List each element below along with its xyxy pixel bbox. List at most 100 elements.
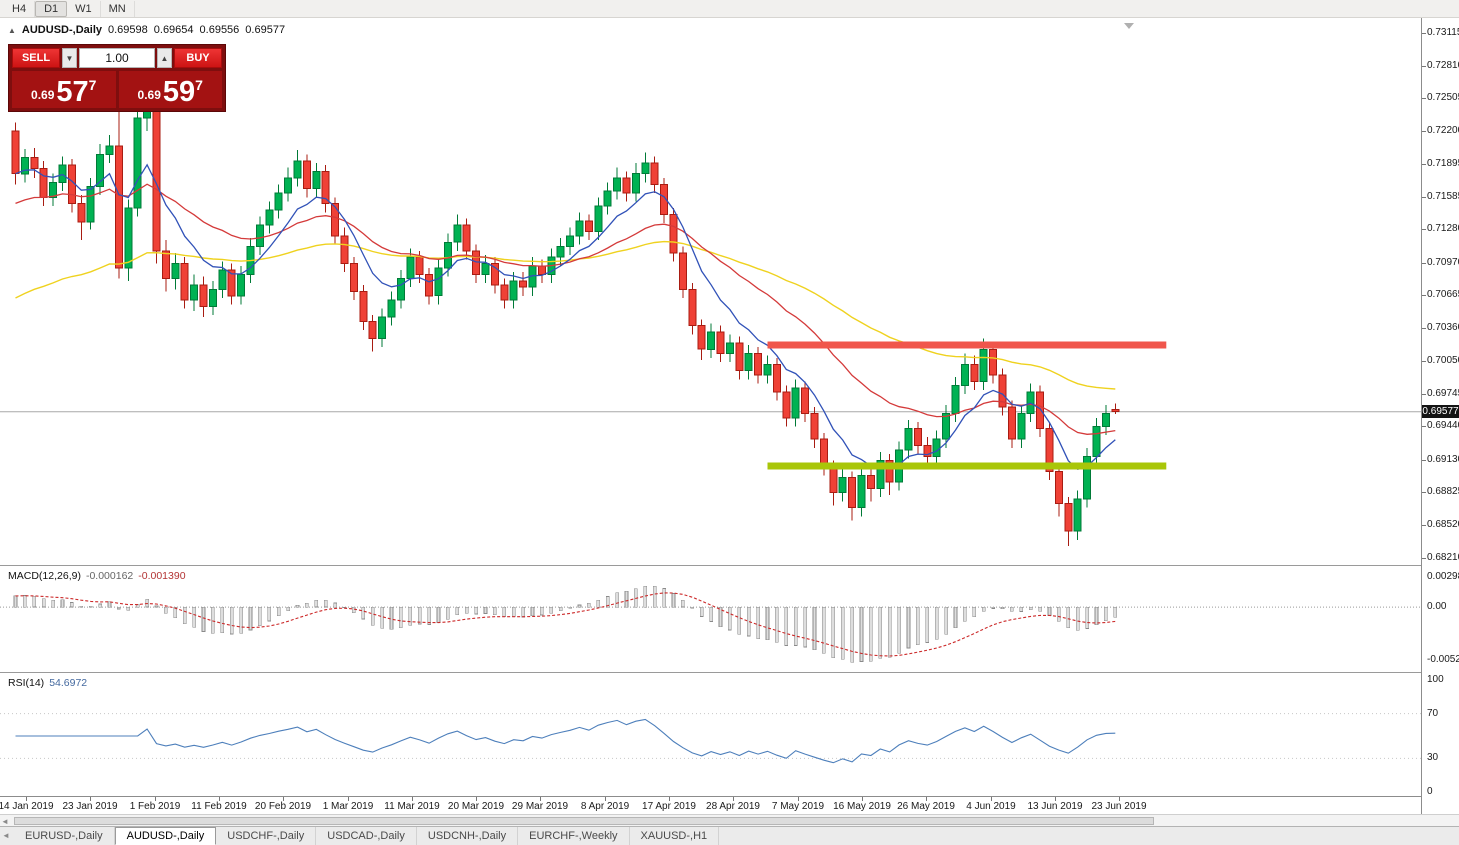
sell-price-big: 57: [56, 76, 89, 108]
tab-xauusd-h1[interactable]: XAUUSD-,H1: [630, 827, 720, 845]
price-scale-tick: [1422, 328, 1426, 329]
price-chart-canvas[interactable]: [0, 18, 1421, 565]
date-axis-label: 1 Mar 2019: [322, 801, 374, 812]
pane-separator[interactable]: [0, 672, 1421, 674]
date-axis-tick: [283, 797, 284, 801]
sell-price-display[interactable]: 0.69 57 7: [12, 71, 116, 108]
price-scale-tick: [1422, 426, 1426, 427]
horizontal-scrollbar[interactable]: ◄: [0, 814, 1459, 826]
candles: [11, 98, 1120, 547]
ma-slow-line: [15, 240, 1116, 390]
tab-eurchf-weekly[interactable]: EURCHF-,Weekly: [518, 827, 630, 845]
date-axis-tick: [1055, 797, 1056, 801]
date-axis-tick: [1119, 797, 1120, 801]
volume-up-button[interactable]: ▲: [157, 48, 172, 68]
price-scale-label: 0.70665: [1427, 289, 1459, 300]
chart-tabs-bar: EURUSD-,Daily AUDUSD-,Daily USDCHF-,Daily U…: [0, 826, 1459, 845]
macd-histogram: [13, 585, 1118, 663]
date-axis-tick: [26, 797, 27, 801]
price-scale-label: 0.73115: [1427, 27, 1459, 38]
macd-signal-value: -0.001390: [138, 570, 186, 582]
collapse-trade-panel-icon[interactable]: ▲: [8, 25, 16, 35]
date-axis[interactable]: 14 Jan 2019 23 Jan 2019 1 Feb 2019 11 Feb 2…: [0, 796, 1421, 814]
date-axis-label: 20 Mar 2019: [447, 801, 505, 812]
date-axis-label: 1 Feb 2019: [129, 801, 181, 812]
date-axis-label: 17 Apr 2019: [642, 801, 696, 812]
volume-down-button[interactable]: ▼: [62, 48, 77, 68]
macd-name: MACD(12,26,9): [8, 570, 81, 582]
pane-separator[interactable]: [0, 565, 1421, 567]
date-axis-tick: [798, 797, 799, 801]
date-axis-tick: [90, 797, 91, 801]
sell-price-pipette: 7: [88, 77, 97, 93]
tab-usdchf-daily[interactable]: USDCHF-,Daily: [216, 827, 317, 845]
volume-input[interactable]: [80, 49, 154, 67]
date-axis-tick: [412, 797, 413, 801]
date-axis-label: 7 May 2019: [771, 801, 825, 812]
price-scale-tick: [1422, 394, 1426, 395]
price-scale-label: 0.71895: [1427, 158, 1459, 169]
rsi-scale-0: 0: [1427, 786, 1433, 797]
date-axis-label: 11 Mar 2019: [384, 801, 440, 812]
date-axis-label: 23 Jan 2019: [62, 801, 118, 812]
chart-symbol-period: AUDUSD-,Daily: [21, 24, 102, 36]
timeframe-button-h4[interactable]: H4: [4, 0, 36, 17]
price-scale-tick: [1422, 164, 1426, 165]
price-scale-label: 0.72505: [1427, 92, 1459, 103]
rsi-name: RSI(14): [8, 677, 45, 689]
buy-price-prefix: 0.69: [137, 88, 161, 102]
date-axis-tick: [991, 797, 992, 801]
ma-fast-line: [15, 163, 1116, 471]
price-scale-tick: [1422, 229, 1426, 230]
macd-scale-top: 0.002984: [1427, 571, 1459, 582]
rsi-value: 54.6972: [49, 677, 88, 689]
date-axis-label: 13 Jun 2019: [1027, 801, 1083, 812]
price-scale-tick: [1422, 460, 1426, 461]
sell-button[interactable]: SELL: [12, 48, 60, 68]
rsi-indicator-canvas[interactable]: [0, 674, 1421, 796]
one-click-trading-panel: SELL ▼ ▲ BUY 0.69 57 7 0.69 59 7: [8, 44, 226, 112]
tab-usdcnh-daily[interactable]: USDCNH-,Daily: [417, 827, 519, 845]
date-axis-label: 29 Mar 2019: [511, 801, 569, 812]
tab-usdcad-daily[interactable]: USDCAD-,Daily: [316, 827, 417, 845]
date-axis-tick: [540, 797, 541, 801]
price-scale-tick: [1422, 66, 1426, 67]
tabs-scroll-left-icon[interactable]: ◄: [2, 831, 10, 840]
rsi-scale-100: 100: [1427, 674, 1444, 685]
date-axis-label: 26 May 2019: [897, 801, 955, 812]
date-axis-tick: [669, 797, 670, 801]
buy-button[interactable]: BUY: [174, 48, 222, 68]
rsi-scale-30: 30: [1427, 752, 1439, 763]
chart-shift-marker-icon[interactable]: [1124, 23, 1134, 29]
macd-indicator-canvas[interactable]: [0, 567, 1421, 672]
price-scale-tick: [1422, 295, 1426, 296]
timeframe-button-w1[interactable]: W1: [67, 0, 101, 17]
price-scale-tick: [1422, 197, 1426, 198]
timeframe-button-d1[interactable]: D1: [35, 0, 68, 17]
scrollbar-thumb[interactable]: [14, 817, 1154, 825]
ohlc-open: 0.69598: [108, 24, 148, 36]
buy-price-display[interactable]: 0.69 59 7: [118, 71, 222, 108]
price-scale-tick: [1422, 558, 1426, 559]
tab-audusd-daily[interactable]: AUDUSD-,Daily: [114, 827, 217, 845]
date-axis-label: 28 Apr 2019: [706, 801, 760, 812]
tab-eurusd-daily[interactable]: EURUSD-,Daily: [14, 827, 115, 845]
date-axis-label: 8 Apr 2019: [580, 801, 630, 812]
macd-main-value: -0.000162: [85, 570, 134, 582]
date-axis-tick: [733, 797, 734, 801]
scrollbar-left-arrow-icon[interactable]: ◄: [1, 817, 9, 826]
date-axis-tick: [862, 797, 863, 801]
date-axis-tick: [476, 797, 477, 801]
price-scale-label: 0.68825: [1427, 486, 1459, 497]
timeframe-button-mn[interactable]: MN: [101, 0, 135, 17]
date-axis-tick: [348, 797, 349, 801]
